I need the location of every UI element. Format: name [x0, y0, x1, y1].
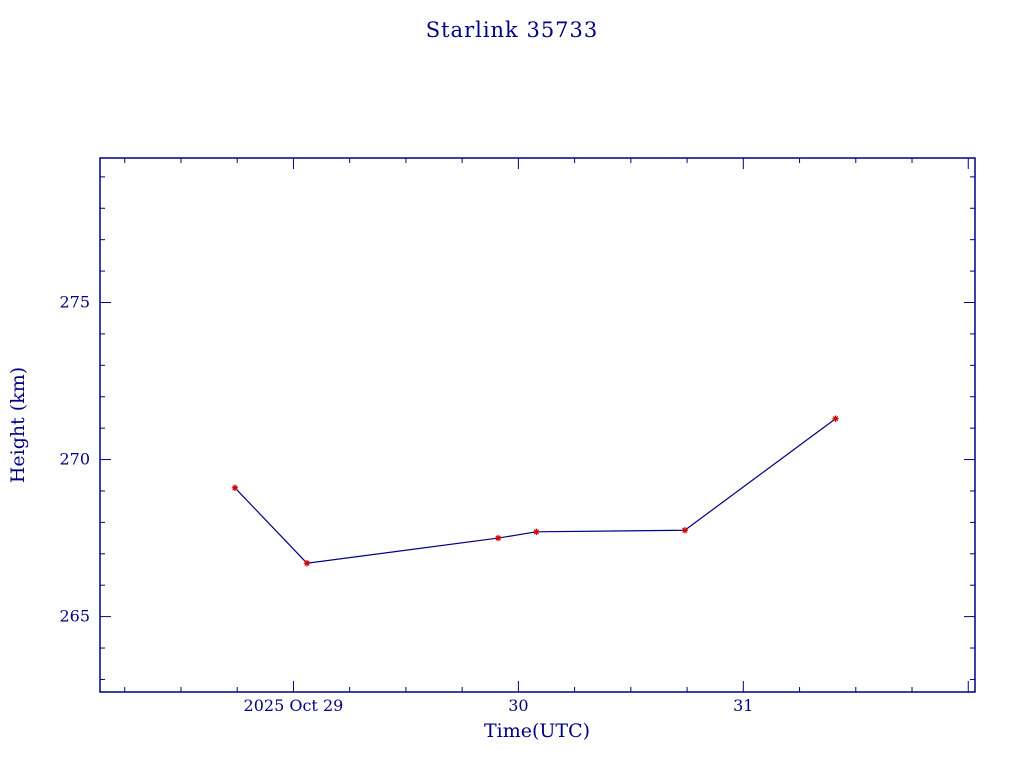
data-point-marker — [533, 529, 540, 535]
data-point-marker — [232, 485, 238, 491]
chart-title: Starlink 35733 — [425, 18, 599, 42]
plot-frame — [99, 157, 976, 693]
x-tick-label: 31 — [733, 696, 753, 715]
data-point-marker — [682, 527, 688, 533]
y-tick-label: 270 — [59, 450, 90, 469]
x-tick-label: 2025 Oct 29 — [244, 696, 344, 715]
x-axis-label: Time(UTC) — [483, 720, 591, 742]
y-tick-label: 265 — [59, 607, 90, 626]
data-line — [234, 418, 836, 564]
data-point-marker — [832, 416, 839, 422]
x-tick-label: 30 — [508, 696, 528, 715]
y-tick-label: 275 — [59, 292, 90, 311]
data-point-marker — [304, 560, 310, 566]
data-point-marker — [495, 535, 501, 541]
